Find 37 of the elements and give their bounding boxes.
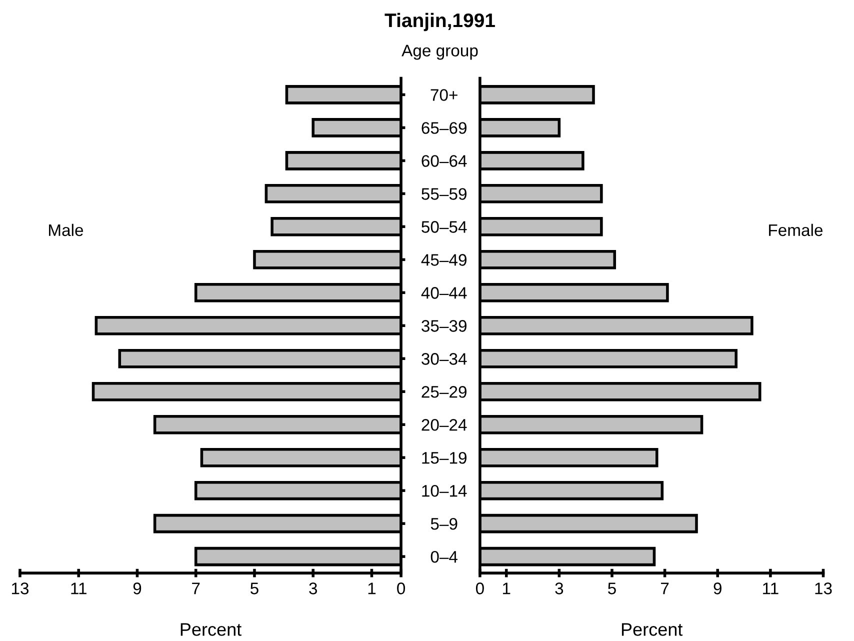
x-tick-label: 1 — [368, 582, 376, 594]
x-tick-label: 13 — [815, 582, 832, 594]
x-tick-label: 5 — [250, 582, 258, 594]
y-tick-label: 20–24 — [422, 419, 467, 431]
y-tick-label: 5–9 — [430, 518, 458, 530]
y-tick-label: 40–44 — [421, 287, 467, 299]
y-tick-label: 35–39 — [422, 320, 466, 332]
y-tick-label: 10–14 — [422, 484, 467, 497]
x-tick-label: 13 — [12, 582, 29, 594]
y-tick-label: 0–4 — [430, 550, 458, 563]
text: Female — [769, 224, 823, 236]
x-tick-label: 11 — [763, 582, 778, 594]
y-tick-label: 15–19 — [422, 452, 466, 464]
y-tick-label: 25–29 — [422, 386, 466, 398]
x-tick-label: 3 — [309, 582, 318, 594]
y-tick-label: 55–59 — [422, 188, 466, 200]
x-axis-title: Percent — [180, 623, 242, 636]
x-tick-label: 0 — [476, 582, 484, 594]
y-tick-label: 60–64 — [422, 155, 467, 167]
x-axis-title: Percent — [622, 623, 683, 636]
x-tick-label: 11 — [71, 582, 86, 594]
x-tick-label: 5 — [608, 582, 616, 594]
chart-title: Tianjin,1991 — [384, 12, 495, 32]
y-tick-label: 30–34 — [422, 353, 467, 365]
text: Male — [49, 224, 84, 236]
x-tick-label: 0 — [397, 582, 406, 594]
x-tick-label: 9 — [714, 582, 722, 594]
x-tick-label: 7 — [192, 582, 200, 594]
x-tick-label: 9 — [133, 582, 142, 594]
x-tick-label: 3 — [555, 582, 564, 594]
x-tick-label: 7 — [661, 582, 669, 594]
y-tick-label: 50–54 — [422, 221, 467, 233]
x-tick-label: 1 — [502, 582, 510, 594]
y-tick-label: 45–49 — [421, 254, 466, 266]
text: Age group — [402, 44, 478, 60]
y-tick-label: 65–69 — [422, 122, 466, 134]
y-tick-label: 70+ — [430, 89, 458, 101]
